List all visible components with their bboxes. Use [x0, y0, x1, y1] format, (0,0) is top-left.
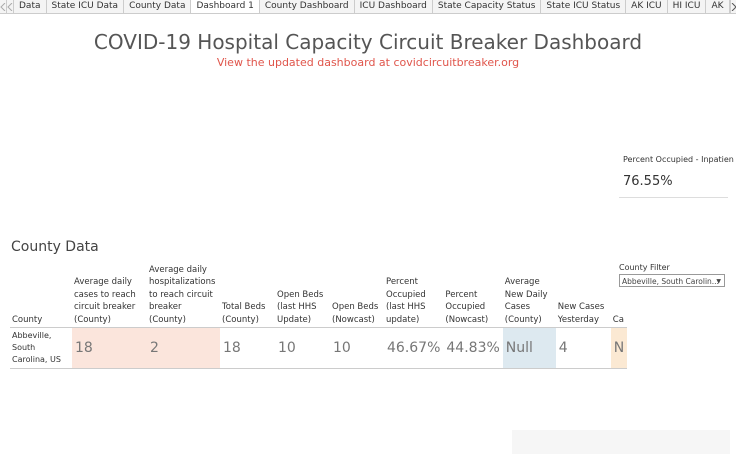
- column-header: Average New Daily Cases (County): [502, 262, 556, 328]
- tab[interactable]: AK ICU: [626, 0, 668, 13]
- header-row: County Average daily cases to reach circu…: [10, 262, 628, 328]
- table-cell: 18: [72, 327, 147, 369]
- table-cell: 44.83%: [443, 327, 503, 369]
- tab[interactable]: Data: [14, 0, 47, 13]
- table-cell: 2: [147, 327, 220, 369]
- tab[interactable]: HI ICU: [668, 0, 707, 13]
- table-row: Abbeville, South Carolina, US 18 2 18 10 10 46…: [10, 327, 628, 369]
- table-cell: Null: [502, 327, 556, 369]
- icon: [0, 2, 6, 11]
- column-header: Open Beds (Nowcast): [330, 262, 384, 328]
- tab-bar: Data State ICU Data County Data Dashboard 1…: [0, 0, 736, 14]
- column-header: Percent Occupied (last HHS update): [384, 262, 444, 328]
- table-body: Abbeville, South Carolina, US 18 2 18 10 10 46…: [10, 327, 628, 369]
- column-header: Total Beds (County): [220, 262, 275, 328]
- column-header: Average daily hospitalizations to reach …: [147, 262, 220, 328]
- tab[interactable]: ICU Dashboard: [355, 0, 433, 13]
- table-cell: 18: [220, 327, 275, 369]
- tab[interactable]: Dashboard 1: [191, 0, 260, 13]
- icon: [7, 2, 13, 11]
- prev-tab-button[interactable]: [7, 0, 14, 13]
- column-header: Ca: [610, 262, 628, 328]
- table-title: County Data: [11, 239, 99, 255]
- table-cell: N: [610, 327, 628, 369]
- next-tab-button[interactable]: [729, 0, 736, 13]
- icon: [731, 2, 736, 11]
- filter-dropdown[interactable]: Abbeville, South Carolin... ▼: [619, 274, 725, 287]
- first-tab-button[interactable]: [0, 0, 7, 13]
- dropdown-arrow: ▼: [716, 278, 721, 285]
- kpi-value: 76.55%: [623, 174, 673, 189]
- tab[interactable]: State Capacity Status: [433, 0, 542, 13]
- dashboard-title: COVID-19 Hospital Capacity Circuit Break…: [93, 30, 643, 54]
- table-cell: 4: [555, 327, 611, 369]
- county-table: County Average daily cases to reach circu…: [10, 262, 628, 369]
- table-cell: 10: [275, 327, 330, 369]
- column-header: Percent Occupied (Nowcast): [443, 262, 503, 328]
- table-cell: 46.67%: [384, 327, 444, 369]
- column-header: Open Beds (last HHS Update): [275, 262, 330, 328]
- table-cell: Abbeville, South Carolina, US: [10, 327, 72, 369]
- kpi-label: Percent Occupied - Inpatien: [623, 155, 734, 164]
- subtitle-link[interactable]: View the updated dashboard at covidcircu…: [216, 56, 520, 69]
- column-header: Average daily cases to reach circuit bre…: [72, 262, 147, 328]
- column-header: County: [10, 262, 72, 328]
- table-cell: 10: [330, 327, 384, 369]
- tab[interactable]: County Dashboard: [260, 0, 355, 13]
- divider: [619, 197, 728, 198]
- tab[interactable]: County Data: [124, 0, 192, 13]
- tab[interactable]: State ICU Status: [541, 0, 627, 13]
- filter-label: County Filter: [619, 263, 670, 272]
- tab[interactable]: State ICU Data: [47, 0, 125, 13]
- panel: [512, 430, 730, 454]
- column-header: New Cases Yesterday: [555, 262, 611, 328]
- filter-value: Abbeville, South Carolin...: [622, 277, 719, 286]
- tab[interactable]: AK: [706, 0, 730, 13]
